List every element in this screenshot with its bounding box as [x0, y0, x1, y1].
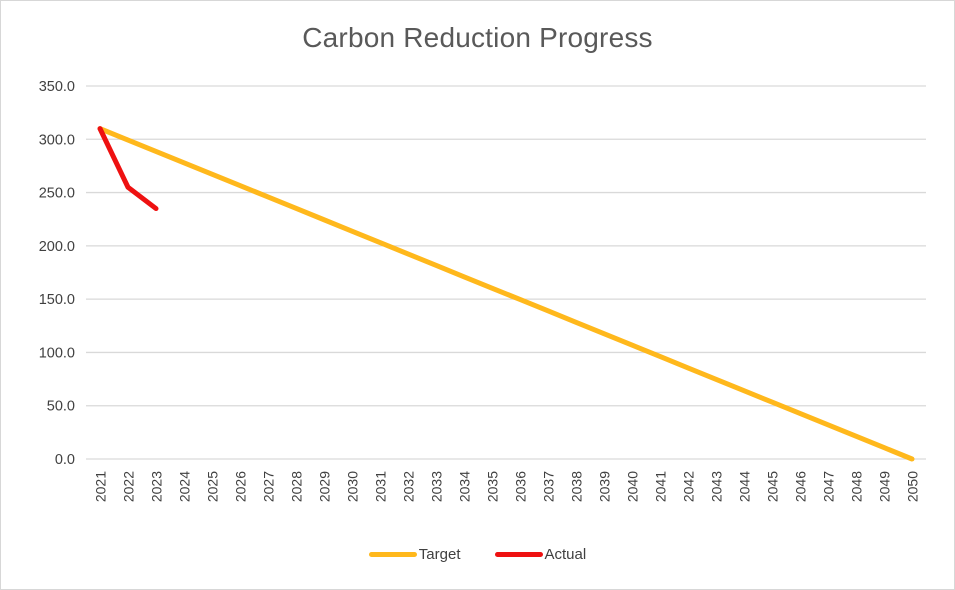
x-tick-label: 2047: [821, 471, 837, 502]
x-tick-label: 2024: [177, 471, 193, 502]
x-tick-label: 2039: [597, 471, 613, 502]
x-tick-label: 2026: [233, 471, 249, 502]
x-tick-label: 2049: [877, 471, 893, 502]
actual-line: [97, 126, 159, 212]
x-tick-label: 2046: [793, 471, 809, 502]
actual-legend-line-icon: [494, 552, 543, 557]
y-tick-label: 250.0: [39, 186, 75, 202]
x-tick-label: 2027: [261, 471, 277, 502]
legend-label-target: Target: [418, 546, 461, 563]
x-tick-label: 2031: [373, 471, 389, 502]
x-tick-label: 2045: [765, 471, 781, 502]
legend: Target Actual: [1, 546, 954, 563]
x-tick-label: 2028: [289, 471, 305, 502]
y-tick-label: 50.0: [47, 399, 75, 415]
y-tick-label: 200.0: [39, 239, 75, 255]
x-tick-label: 2050: [905, 471, 921, 502]
x-tick-label: 2032: [401, 471, 417, 502]
x-tick-label: 2041: [653, 471, 669, 502]
x-tick-label: 2048: [849, 471, 865, 502]
x-tick-label: 2021: [93, 471, 109, 502]
x-tick-label: 2040: [625, 471, 641, 502]
legend-item-target: Target: [368, 546, 461, 563]
x-tick-label: 2029: [317, 471, 333, 502]
chart-title: Carbon Reduction Progress: [302, 22, 653, 53]
x-tick-label: 2023: [149, 471, 165, 502]
y-tick-label: 100.0: [39, 345, 75, 361]
x-tick-label: 2043: [709, 471, 725, 502]
x-tick-label: 2037: [541, 471, 557, 502]
y-tick-label: 350.0: [39, 79, 75, 95]
x-tick-label: 2044: [737, 471, 753, 502]
legend-label-actual: Actual: [544, 546, 587, 563]
y-tick-label: 0.0: [55, 452, 75, 468]
y-tick-label: 300.0: [39, 132, 75, 148]
legend-item-actual: Actual: [494, 546, 587, 563]
x-tick-label: 2038: [569, 471, 585, 502]
y-tick-label: 150.0: [39, 292, 75, 308]
x-tick-label: 2034: [457, 471, 473, 502]
x-tick-label: 2025: [205, 471, 221, 502]
x-tick-label: 2036: [513, 471, 529, 502]
x-tick-label: 2035: [485, 471, 501, 502]
x-tick-label: 2042: [681, 471, 697, 502]
x-tick-label: 2030: [345, 471, 361, 502]
x-tick-label: 2033: [429, 471, 445, 502]
target-line: [97, 126, 915, 462]
x-tick-label: 2022: [121, 471, 137, 502]
target-legend-line-icon: [368, 552, 417, 557]
